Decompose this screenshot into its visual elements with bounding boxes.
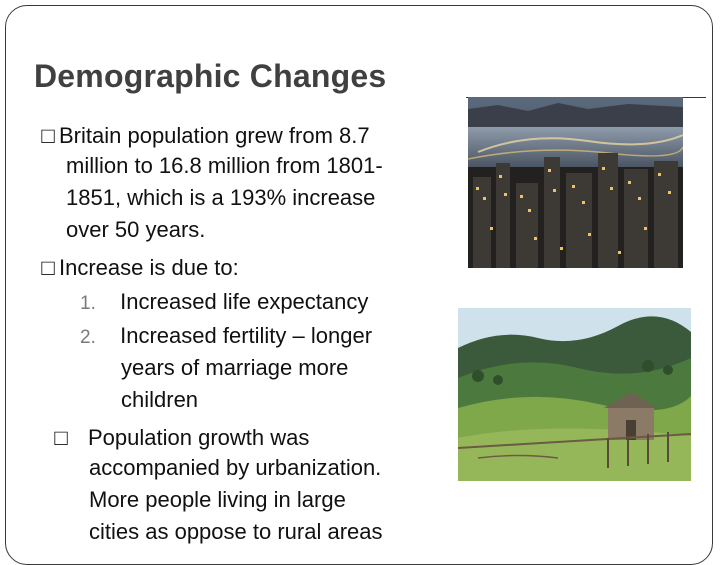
bullet-square-icon: □	[54, 425, 68, 450]
bullet-text-line: million to 16.8 million from 1801-	[66, 153, 383, 178]
countryside-photo	[458, 308, 691, 481]
bullet-square-icon: □	[41, 123, 55, 148]
sub-item-text: children	[121, 387, 199, 412]
bullet-text-line: More people living in large	[89, 487, 346, 512]
bullet-text-line: 1851, which is a 193% increase	[66, 185, 376, 210]
bullet-text-line: Population growth was	[88, 425, 310, 450]
city-night-photo	[468, 97, 683, 268]
sub-item-text: years of marriage more	[121, 355, 349, 380]
sub-item-text: Increased fertility – longer	[120, 323, 373, 348]
bullet-text-line: over 50 years.	[66, 217, 206, 242]
sub-item-1: 1. Increased life expectancy	[80, 286, 368, 320]
sub-item-number: 1.	[80, 293, 96, 314]
bullet-text-line: cities as oppose to rural areas	[89, 519, 383, 544]
bullet-text-line: accompanied by urbanization.	[89, 455, 382, 480]
sub-item-2: 2. Increased fertility – longer	[80, 320, 372, 354]
sub-item-text: Increased life expectancy	[120, 289, 369, 314]
sub-item-number: 2.	[80, 327, 96, 348]
bullet-1: □ Britain population grew from 8.7	[37, 120, 370, 152]
bullet-3: □ Population growth was	[50, 422, 309, 454]
bullet-2: □ Increase is due to:	[37, 252, 239, 284]
bullet-text-line: Britain population grew from 8.7	[59, 123, 370, 148]
bullet-text-line: Increase is due to:	[59, 255, 239, 280]
slide-title: Demographic Changes	[34, 58, 387, 94]
bullet-square-icon: □	[41, 255, 55, 280]
